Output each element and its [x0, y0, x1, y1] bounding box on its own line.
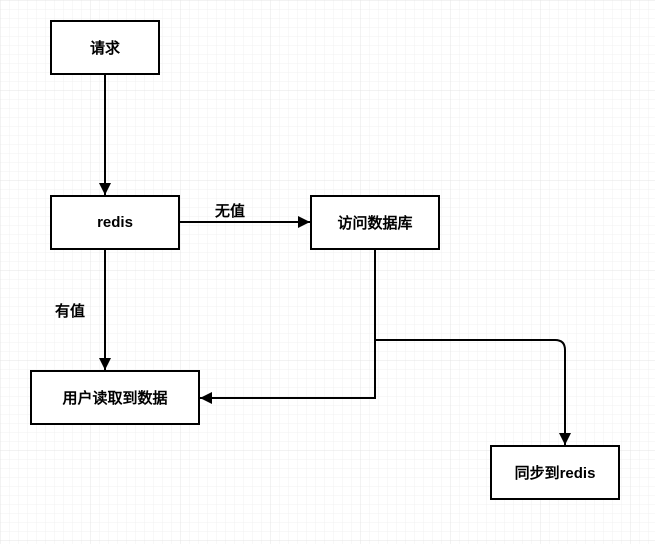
node-redis-label: redis: [97, 214, 133, 231]
edge-label-has-value: 有值: [55, 300, 85, 321]
edge-label-no-value: 无值: [215, 200, 245, 221]
flowchart-canvas: 请求 redis 访问数据库 用户读取到数据 同步到redis 无值 有值: [0, 0, 655, 544]
node-db: 访问数据库: [310, 195, 440, 250]
node-request-label: 请求: [90, 37, 120, 58]
edge-db-to-read: [200, 250, 375, 398]
node-redis: redis: [50, 195, 180, 250]
edge-db-to-sync: [375, 340, 565, 445]
node-read-label: 用户读取到数据: [62, 387, 167, 408]
node-request: 请求: [50, 20, 160, 75]
node-sync-label: 同步到redis: [515, 462, 596, 483]
node-read: 用户读取到数据: [30, 370, 200, 425]
node-db-label: 访问数据库: [337, 212, 412, 233]
node-sync: 同步到redis: [490, 445, 620, 500]
